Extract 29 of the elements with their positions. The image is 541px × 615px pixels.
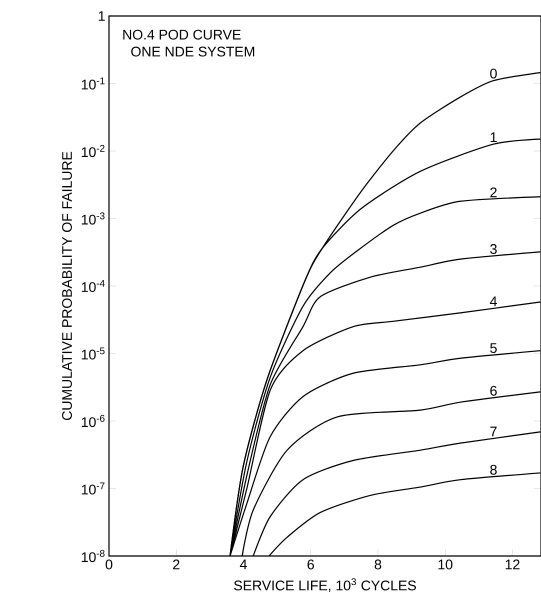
x-tick-label: 4 xyxy=(240,560,247,570)
y-tick-label: 10$^{-7}$ xyxy=(82,482,104,495)
series-label: 1 xyxy=(490,132,497,142)
x-tick-label: 6 xyxy=(308,560,314,570)
y-tick-label: 10$^{-8}$ xyxy=(82,550,105,562)
y-tick-label: 10$^{-6}$ xyxy=(82,414,105,428)
x-tick-label: 10 xyxy=(438,560,452,570)
series-label: 0 xyxy=(490,68,497,78)
series-label: 5 xyxy=(490,343,497,353)
series-label: 6 xyxy=(490,386,497,396)
x-tick-label: 12 xyxy=(506,560,520,570)
y-tick-label: 1 xyxy=(98,11,105,21)
y-tick-label: 10$^{-1}$ xyxy=(82,77,105,90)
text: ONE NDE SYSTEM xyxy=(131,46,254,57)
series-label: 4 xyxy=(490,296,497,306)
y-tick-label: 10$^{-5}$ xyxy=(82,347,105,360)
y-tick-label: 10$^{-2}$ xyxy=(82,144,104,158)
x-tick-label: 2 xyxy=(173,560,180,570)
x-tick-label: 0 xyxy=(106,560,112,570)
y-tick-label: 10$^{-4}$ xyxy=(82,280,105,292)
series-label: 2 xyxy=(490,187,497,198)
y-axis-title: CUMULATIVE PROBABILITY OF FAILURE xyxy=(62,152,72,420)
series-label: 8 xyxy=(490,464,497,475)
text: NO.4 POD CURVE xyxy=(123,30,241,40)
x-axis-title: SERVICE LIFE, 10$^{3}$ CYCLES xyxy=(234,578,416,592)
y-tick-label: 10$^{-3}$ xyxy=(82,212,105,225)
series-label: 3 xyxy=(490,244,497,254)
x-tick-label: 8 xyxy=(374,560,382,570)
series-label: 7 xyxy=(490,426,497,436)
